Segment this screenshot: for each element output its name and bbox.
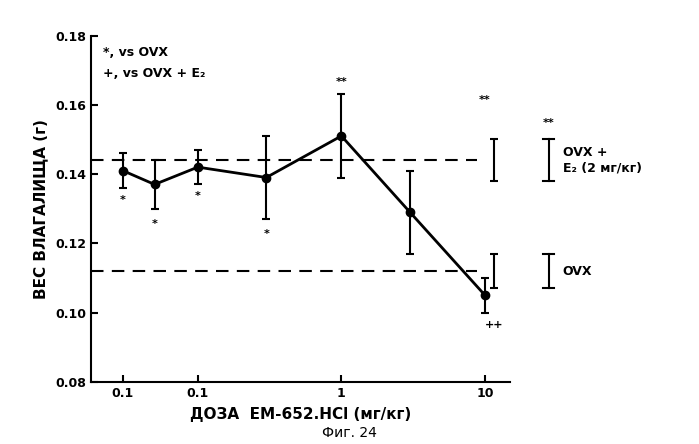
Text: +, vs OVX + E₂: +, vs OVX + E₂ [103,67,206,79]
Text: *: * [120,195,126,205]
Text: ++: ++ [485,320,503,329]
Text: *: * [264,230,269,239]
Y-axis label: ВЕС ВЛАГАЛИЩА (г): ВЕС ВЛАГАЛИЩА (г) [33,119,48,299]
Text: *, vs OVX: *, vs OVX [103,46,168,59]
Text: OVX +
E₂ (2 мг/кг): OVX + E₂ (2 мг/кг) [563,146,642,174]
Text: OVX: OVX [563,265,592,278]
Text: *: * [195,191,201,202]
Text: Фиг. 24: Фиг. 24 [322,425,377,440]
X-axis label: ДОЗА  EM-652.HCl (мг/кг): ДОЗА EM-652.HCl (мг/кг) [190,407,411,422]
Text: **: ** [543,118,554,128]
Text: |: | [547,155,551,166]
Text: **: ** [479,95,491,105]
Text: *: * [152,219,157,229]
Text: **: ** [336,77,347,87]
